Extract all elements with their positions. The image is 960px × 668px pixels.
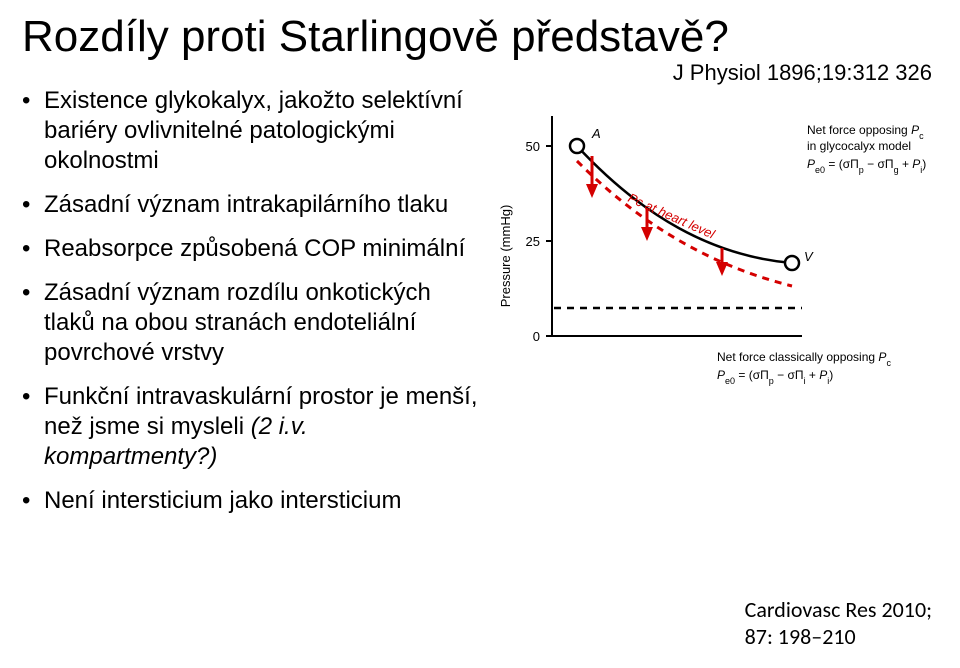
point-a-label: A	[591, 126, 601, 141]
citation-top: J Physiol 1896;19:312 326	[673, 60, 932, 86]
yaxis-label: Pressure (mmHg)	[498, 205, 513, 308]
slide-title: Rozdíly proti Starlingově představě?	[22, 14, 938, 60]
arrow-icon	[716, 248, 728, 276]
net-classic-line: Net force classically opposing Pc	[717, 350, 891, 368]
net-classic-formula: Pe0 = (σΠp − σΠi + Pi)	[717, 368, 833, 386]
bullet-list: Existence glykokalyx, jakožto selektívní…	[22, 86, 482, 516]
citation-bottom-line: 87: 198–210	[745, 624, 932, 650]
net-opposing-line: in glycocalyx model	[807, 139, 911, 153]
ytick-label: 25	[526, 234, 540, 249]
bullet-item: Zásadní význam rozdílu onkotických tlaků…	[22, 278, 482, 368]
arrow-icon	[586, 156, 598, 198]
bullet-item: Funkční intravaskulární prostor je menší…	[22, 382, 482, 472]
ytick-label: 0	[533, 329, 540, 344]
bullet-column: Existence glykokalyx, jakožto selektívní…	[22, 86, 492, 530]
slide: Rozdíly proti Starlingově představě? J P…	[0, 0, 960, 668]
content-columns: Existence glykokalyx, jakožto selektívní…	[22, 86, 938, 530]
bullet-item: Zásadní význam intrakapilárního tlaku	[22, 190, 482, 220]
ytick-label: 50	[526, 139, 540, 154]
net-opposing-formula: Pe0 = (σΠp − σΠg + Pi)	[807, 157, 926, 175]
bullet-item: Reabsorpce způsobená COP minimální	[22, 234, 482, 264]
chart-column: 0 25 50 Pressure (mmHg)	[492, 86, 938, 530]
pressure-chart: 0 25 50 Pressure (mmHg)	[492, 86, 932, 406]
bullet-item: Není intersticium jako intersticium	[22, 486, 482, 516]
citation-bottom-line: Cardiovasc Res 2010;	[745, 597, 932, 623]
citation-bottom: Cardiovasc Res 2010; 87: 198–210	[745, 597, 932, 650]
point-v-label: V	[804, 249, 814, 264]
bullet-item: Existence glykokalyx, jakožto selektívní…	[22, 86, 482, 176]
